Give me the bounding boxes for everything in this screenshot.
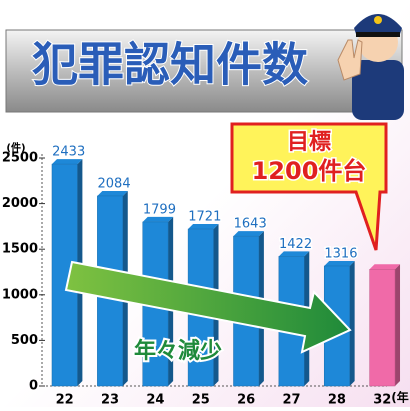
y-tick-label: 2000 <box>2 196 38 211</box>
x-tick-label: 24 <box>146 393 164 408</box>
y-unit: (件) <box>6 141 25 154</box>
y-tick-label: 0 <box>29 379 38 394</box>
value-label: 1721 <box>188 210 221 225</box>
x-tick-label: 28 <box>328 393 346 408</box>
x-tick-label: 26 <box>237 393 255 408</box>
value-label: 2433 <box>52 145 85 160</box>
bar-side <box>395 264 400 386</box>
y-tick-label: 500 <box>11 333 38 348</box>
x-tick-label: 22 <box>56 393 74 408</box>
x-tick-label: 27 <box>283 393 301 408</box>
bar-top <box>279 251 309 256</box>
bar-side <box>350 261 355 386</box>
y-tick-label: 1000 <box>2 287 38 302</box>
bar-top <box>233 231 263 236</box>
value-label: 2084 <box>98 176 131 191</box>
x-tick-label: 32 <box>373 393 391 408</box>
chart: 犯罪認知件数 050010001500200025002224332320842… <box>0 0 410 407</box>
x-tick-label: 25 <box>192 393 210 408</box>
goal-text: 1200件台 <box>252 157 367 185</box>
bar-top <box>370 264 400 269</box>
value-label: 1316 <box>324 246 357 261</box>
chart-title: 犯罪認知件数 <box>32 38 308 92</box>
bar <box>370 269 395 386</box>
value-label: 1643 <box>234 217 267 232</box>
bar-top <box>52 159 82 164</box>
bar-top <box>143 217 173 222</box>
bar-top <box>97 191 127 196</box>
bar-top <box>324 261 354 266</box>
value-label: 1422 <box>279 237 312 252</box>
trend-label: 年々減少 <box>134 338 222 364</box>
bar-top <box>188 224 218 229</box>
value-label: 1799 <box>143 202 176 217</box>
x-tick-label: 23 <box>101 393 119 408</box>
x-unit: (年 <box>391 390 409 405</box>
goal-title: 目標 <box>287 130 331 155</box>
y-tick-label: 1500 <box>2 242 38 257</box>
